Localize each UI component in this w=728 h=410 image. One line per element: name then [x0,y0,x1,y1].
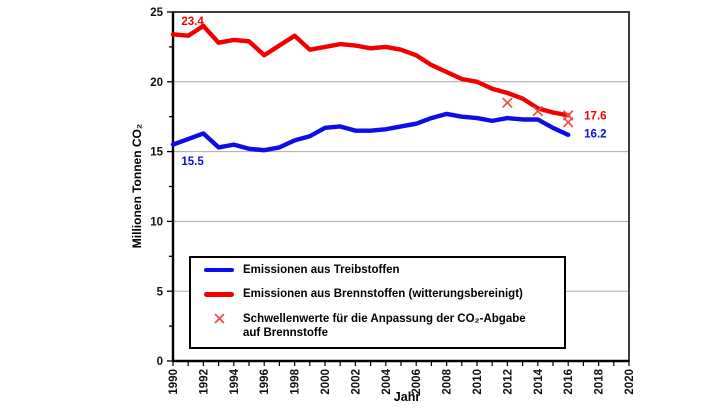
y-tick-label: 25 [150,7,163,19]
x-marker-icon [204,312,234,324]
x-tick-label: 2004 [381,368,393,394]
legend-label-schwellenwerte: Schwellenwerte für die Anpassung der CO₂… [243,312,526,339]
threshold-x-marker [532,106,543,117]
x-tick-label: 2010 [472,369,484,395]
x-axis-title: Jahr [393,390,421,404]
x-tick-label: 1994 [229,368,241,394]
y-axis-title: Millionen Tonnen CO₂ [130,123,144,249]
x-tick-label: 2012 [502,369,514,395]
x-tick-label: 2006 [411,369,423,395]
legend-label-treibstoffe: Emissionen aus Treibstoffen [243,264,400,276]
blue-line-swatch [204,267,234,273]
y-tick-label: 20 [150,77,163,89]
x-tick-label: 1990 [168,369,180,395]
x-tick-label: 2016 [563,369,575,395]
data-label: 15.5 [181,156,204,168]
x-tick-label: 2008 [442,368,454,394]
red-line-swatch [204,292,234,297]
legend-item-treibstoffe: Emissionen aus Treibstoffen [204,263,556,277]
x-tick-label: 1996 [259,369,271,395]
x-tick-label: 2000 [320,369,332,395]
treibstoffe-line [170,111,571,153]
x-tick-label: 2018 [594,368,606,394]
threshold-x-marker [563,110,574,121]
data-label: 23.4 [181,16,204,28]
x-tick-label: 1998 [290,368,302,394]
x-tick-label: 2002 [350,369,362,395]
threshold-x-marker [563,117,574,128]
threshold-x-marker [502,97,513,108]
legend-item-brennstoffe: Emissionen aus Brennstoffen (witterungsb… [204,287,556,301]
legend-label-brennstoffe: Emissionen aus Brennstoffen (witterungsb… [243,288,523,301]
y-tick-label: 5 [157,286,164,298]
x-tick-label: 2020 [624,369,636,395]
legend-item-schwellenwerte: Schwellenwerte für die Anpassung der CO₂… [204,312,556,340]
x-tick-label: 1992 [198,369,210,395]
data-label: 17.6 [584,110,606,122]
y-tick-label: 0 [157,356,163,368]
brennstoffe-line [170,23,571,118]
y-tick-label: 10 [150,217,163,229]
y-tick-label: 15 [150,147,163,159]
data-label: 16.2 [584,129,606,141]
legend: Emissionen aus Treibstoffen Emissionen a… [189,256,566,349]
x-tick-label: 2014 [533,368,545,394]
